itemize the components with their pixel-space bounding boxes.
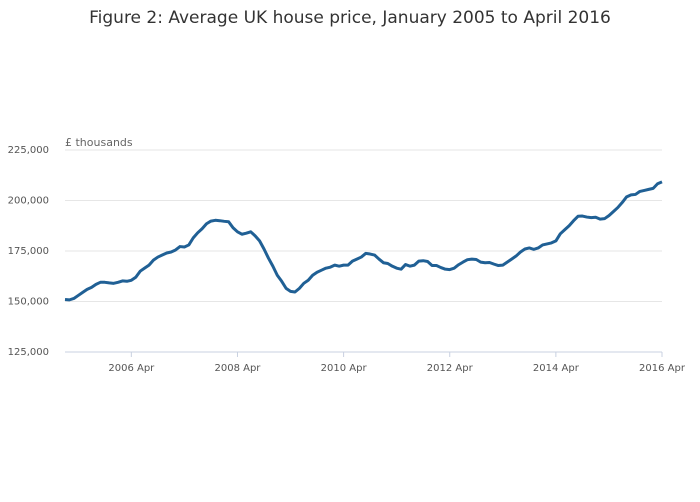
y-tick-label: 200,000 bbox=[8, 196, 49, 207]
x-tick-label: 2006 Apr bbox=[108, 363, 155, 374]
y-tick-label: 150,000 bbox=[8, 297, 49, 308]
y-tick-label: 225,000 bbox=[8, 145, 49, 156]
x-tick-label: 2008 Apr bbox=[214, 363, 261, 374]
x-tick-label: 2014 Apr bbox=[533, 363, 580, 374]
x-tick-label: 2016 Apr bbox=[639, 363, 686, 374]
x-tick-label: 2010 Apr bbox=[321, 363, 368, 374]
chart-title: Figure 2: Average UK house price, Januar… bbox=[89, 8, 611, 28]
x-tick-label: 2012 Apr bbox=[427, 363, 474, 374]
y-axis-label: £ thousands bbox=[65, 136, 133, 149]
y-tick-label: 175,000 bbox=[8, 246, 49, 257]
price-line bbox=[64, 180, 663, 302]
y-tick-label: 125,000 bbox=[8, 347, 49, 358]
